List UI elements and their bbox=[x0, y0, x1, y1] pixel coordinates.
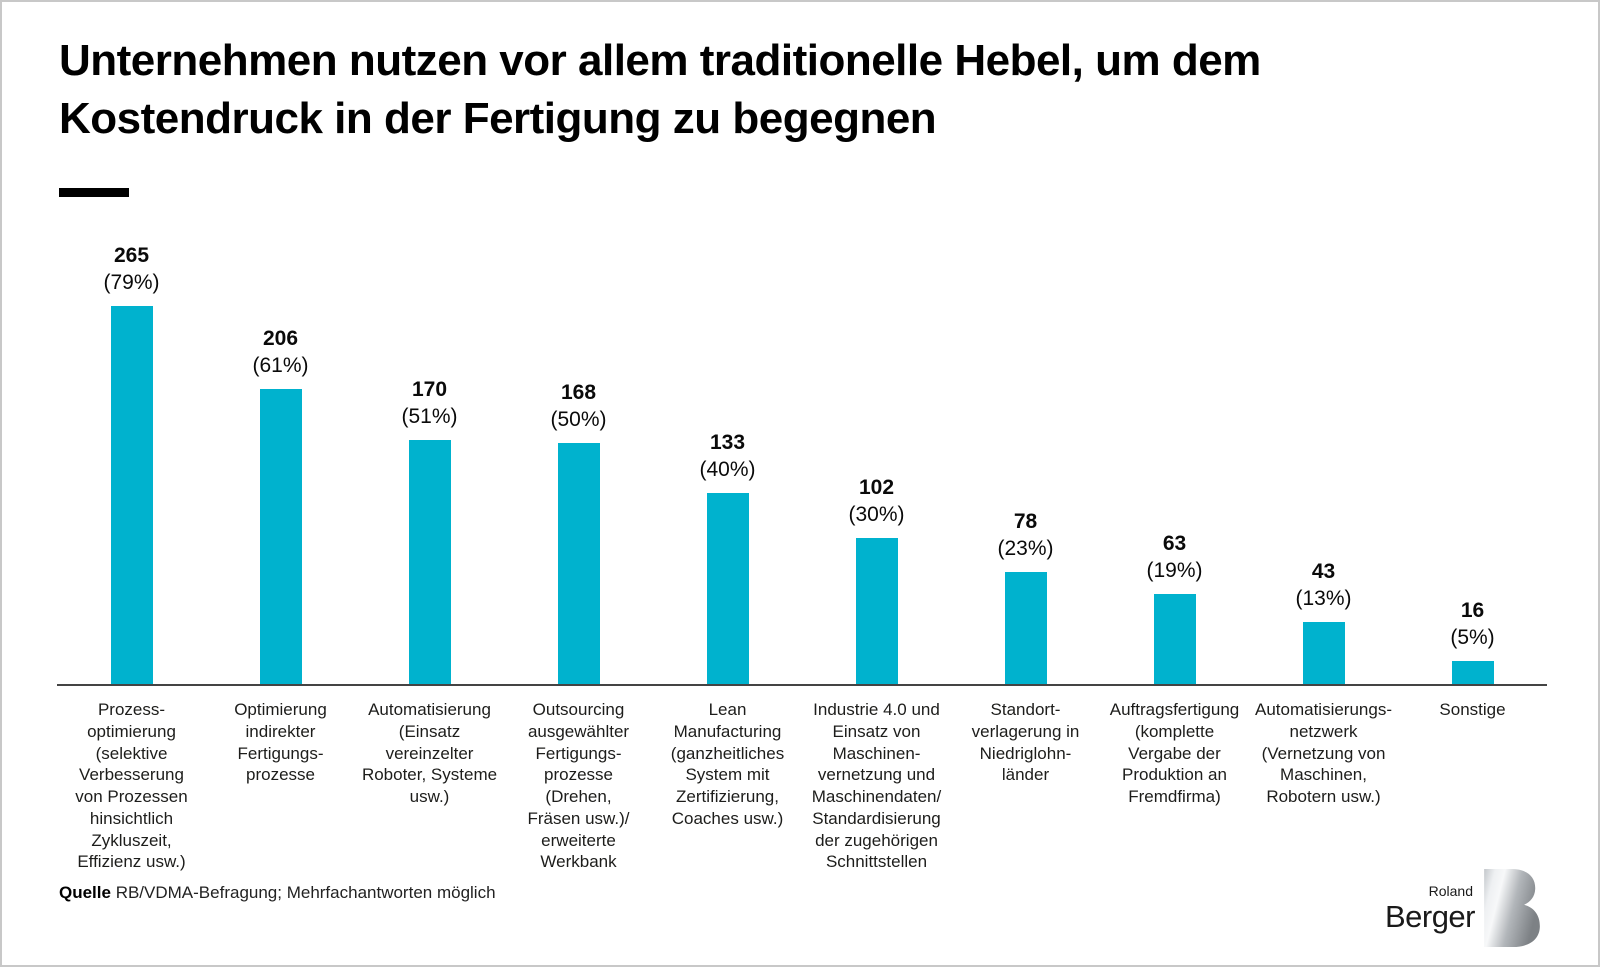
bar-value: 63 bbox=[1162, 532, 1187, 555]
logo-text-roland: Roland bbox=[1428, 883, 1473, 899]
bar bbox=[1153, 594, 1196, 684]
category-label: Automatisierung (Einsatz vereinzelter Ro… bbox=[361, 700, 498, 806]
bar-value-label: 78 (23%) bbox=[997, 508, 1053, 562]
bar-percent: (19%) bbox=[1146, 559, 1203, 582]
category-axis: Prozess- optimierung (selektive Verbesse… bbox=[57, 686, 1547, 873]
bar-value-label: 168 (50%) bbox=[550, 379, 606, 433]
bar-percent: (79%) bbox=[103, 271, 160, 294]
bar-value: 43 bbox=[1311, 560, 1336, 583]
bar-column: 170 (51%) bbox=[355, 242, 504, 684]
bar-percent: (30%) bbox=[848, 503, 905, 526]
bar bbox=[1302, 622, 1345, 684]
bar-percent: (5%) bbox=[1450, 626, 1495, 649]
bar-value-label: 170 (51%) bbox=[401, 376, 457, 430]
bar-column: 16 (5%) bbox=[1398, 242, 1547, 684]
bar-column: 102 (30%) bbox=[802, 242, 951, 684]
category-label: Standort- verlagerung in Niedriglohn- lä… bbox=[971, 700, 1080, 785]
bar-chart: 265 (79%) 206 (61%) 170 (51%) bbox=[57, 242, 1547, 873]
bar-column: 206 (61%) bbox=[206, 242, 355, 684]
bar-value-label: 206 (61%) bbox=[252, 325, 308, 379]
bar bbox=[706, 493, 749, 684]
bar bbox=[408, 440, 451, 684]
roland-berger-logo: Roland Berger bbox=[1385, 869, 1540, 947]
logo-wordmark: Roland Berger bbox=[1384, 883, 1476, 934]
b-lettermark-icon bbox=[1484, 869, 1540, 947]
source-note: Quelle RB/VDMA-Befragung; Mehrfachantwor… bbox=[59, 883, 496, 903]
bar-percent: (40%) bbox=[699, 458, 756, 481]
title-dash-divider bbox=[59, 188, 129, 197]
bar-value-label: 63 (19%) bbox=[1146, 530, 1202, 584]
bar-column: 63 (19%) bbox=[1100, 242, 1249, 684]
bar bbox=[557, 443, 600, 684]
bar-value: 168 bbox=[560, 381, 597, 404]
bar bbox=[1451, 661, 1494, 684]
bar-percent: (13%) bbox=[1295, 587, 1352, 610]
bar-column: 133 (40%) bbox=[653, 242, 802, 684]
bar-value-label: 133 (40%) bbox=[699, 429, 755, 483]
bar-column: 265 (79%) bbox=[57, 242, 206, 684]
logo-text-berger: Berger bbox=[1384, 899, 1476, 934]
category-label: Prozess- optimierung (selektive Verbesse… bbox=[75, 700, 188, 872]
bar-value: 16 bbox=[1460, 599, 1485, 622]
category-label: Sonstige bbox=[1439, 700, 1506, 719]
bar bbox=[259, 389, 302, 684]
bar-value-label: 265 (79%) bbox=[103, 242, 159, 296]
chart-plot-area: 265 (79%) 206 (61%) 170 (51%) bbox=[57, 242, 1547, 686]
bar-value-label: 16 (5%) bbox=[1450, 597, 1494, 651]
bar-value-label: 102 (30%) bbox=[848, 474, 904, 528]
bar-column: 43 (13%) bbox=[1249, 242, 1398, 684]
bar-percent: (23%) bbox=[997, 537, 1054, 560]
bar-percent: (51%) bbox=[401, 405, 458, 428]
category-label: Lean Manufacturing (ganzheitliches Syste… bbox=[670, 700, 785, 828]
source-label: Quelle bbox=[59, 883, 111, 902]
bar bbox=[110, 306, 153, 684]
category-label: Optimierung indirekter Fertigungs- proze… bbox=[234, 700, 327, 785]
source-text: RB/VDMA-Befragung; Mehrfachantworten mög… bbox=[110, 883, 496, 902]
bar-value: 133 bbox=[709, 431, 746, 454]
bar-column: 168 (50%) bbox=[504, 242, 653, 684]
category-label: Auftragsfertigung (komplette Vergabe der… bbox=[1109, 700, 1240, 806]
bar-value: 170 bbox=[411, 378, 448, 401]
bar-value: 78 bbox=[1013, 510, 1038, 533]
bar-column: 78 (23%) bbox=[951, 242, 1100, 684]
bar-value: 265 bbox=[113, 244, 150, 267]
page-title: Unternehmen nutzen vor allem traditionel… bbox=[59, 36, 1261, 144]
bar-value-label: 43 (13%) bbox=[1295, 558, 1351, 612]
category-label: Automatisierungs- netzwerk (Vernetzung v… bbox=[1254, 700, 1392, 806]
bar-percent: (61%) bbox=[252, 354, 309, 377]
category-label: Outsourcing ausgewählter Fertigungs- pro… bbox=[527, 700, 630, 872]
bar bbox=[855, 538, 898, 684]
category-label: Industrie 4.0 und Einsatz von Maschinen-… bbox=[811, 700, 942, 872]
bar-percent: (50%) bbox=[550, 408, 607, 431]
bar-value: 102 bbox=[858, 476, 895, 499]
bar-value: 206 bbox=[262, 327, 299, 350]
bar bbox=[1004, 572, 1047, 684]
